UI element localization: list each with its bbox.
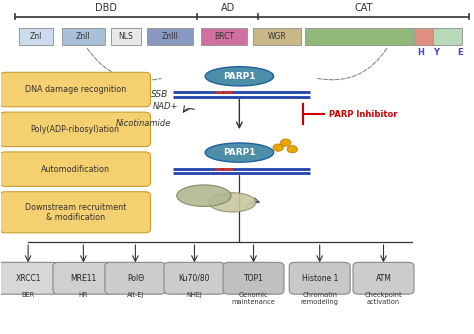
Text: AD: AD <box>220 3 235 13</box>
FancyBboxPatch shape <box>111 28 141 45</box>
Circle shape <box>287 146 298 153</box>
FancyBboxPatch shape <box>305 28 415 45</box>
Text: Poly(ADP-ribosyl)ation: Poly(ADP-ribosyl)ation <box>31 125 119 134</box>
Text: MRE11: MRE11 <box>70 274 97 283</box>
FancyBboxPatch shape <box>62 28 105 45</box>
Text: WGR: WGR <box>268 32 287 41</box>
Text: Nicotinamide: Nicotinamide <box>116 119 171 128</box>
Text: HR: HR <box>79 292 88 298</box>
FancyBboxPatch shape <box>164 262 225 294</box>
Text: BER: BER <box>21 292 35 298</box>
Text: Automodification: Automodification <box>41 165 109 174</box>
Ellipse shape <box>177 185 231 206</box>
Text: NHEJ: NHEJ <box>187 292 202 298</box>
Text: Checkpoint
activation: Checkpoint activation <box>365 292 402 305</box>
FancyBboxPatch shape <box>201 28 247 45</box>
Text: Y: Y <box>433 48 439 57</box>
Text: BRCT: BRCT <box>214 32 234 41</box>
Text: PolΘ: PolΘ <box>127 274 144 283</box>
Text: Ku70/80: Ku70/80 <box>179 274 210 283</box>
Text: NAD+: NAD+ <box>153 102 178 111</box>
Circle shape <box>273 144 283 151</box>
FancyBboxPatch shape <box>289 262 350 294</box>
Text: E: E <box>457 48 463 57</box>
FancyBboxPatch shape <box>53 262 114 294</box>
Text: Chromatin
remodeling: Chromatin remodeling <box>301 292 339 305</box>
FancyBboxPatch shape <box>0 262 59 294</box>
Ellipse shape <box>205 143 273 162</box>
Text: Histone 1: Histone 1 <box>301 274 338 283</box>
FancyBboxPatch shape <box>0 72 151 107</box>
Text: PARP Inhibitor: PARP Inhibitor <box>329 110 398 119</box>
FancyBboxPatch shape <box>433 28 462 45</box>
FancyBboxPatch shape <box>223 262 284 294</box>
Text: PARP1: PARP1 <box>223 72 255 81</box>
Text: PARP1: PARP1 <box>223 148 255 157</box>
Text: SSB: SSB <box>151 90 168 99</box>
Text: H: H <box>417 48 424 57</box>
Text: Alt-EJ: Alt-EJ <box>127 292 144 298</box>
Text: TOP1: TOP1 <box>244 274 264 283</box>
Text: DNA damage recognition: DNA damage recognition <box>25 85 126 94</box>
Text: ZnI: ZnI <box>30 32 42 41</box>
FancyBboxPatch shape <box>0 152 151 186</box>
Text: DBD: DBD <box>95 3 117 13</box>
Ellipse shape <box>205 67 273 86</box>
Text: Genomic
maintenance: Genomic maintenance <box>232 292 275 305</box>
FancyBboxPatch shape <box>0 112 151 147</box>
FancyBboxPatch shape <box>353 262 414 294</box>
Text: XRCC1: XRCC1 <box>15 274 41 283</box>
Text: CAT: CAT <box>354 3 373 13</box>
FancyBboxPatch shape <box>147 28 192 45</box>
Text: NLS: NLS <box>118 32 133 41</box>
Text: Downstream recruitment
& modification: Downstream recruitment & modification <box>25 202 126 222</box>
Circle shape <box>281 139 291 146</box>
Text: ATM: ATM <box>375 274 392 283</box>
FancyBboxPatch shape <box>414 28 434 45</box>
Ellipse shape <box>209 193 256 212</box>
FancyBboxPatch shape <box>105 262 166 294</box>
FancyBboxPatch shape <box>19 28 53 45</box>
Text: ZnIII: ZnIII <box>161 32 178 41</box>
FancyBboxPatch shape <box>253 28 301 45</box>
FancyBboxPatch shape <box>0 192 151 233</box>
Text: ZnII: ZnII <box>76 32 91 41</box>
